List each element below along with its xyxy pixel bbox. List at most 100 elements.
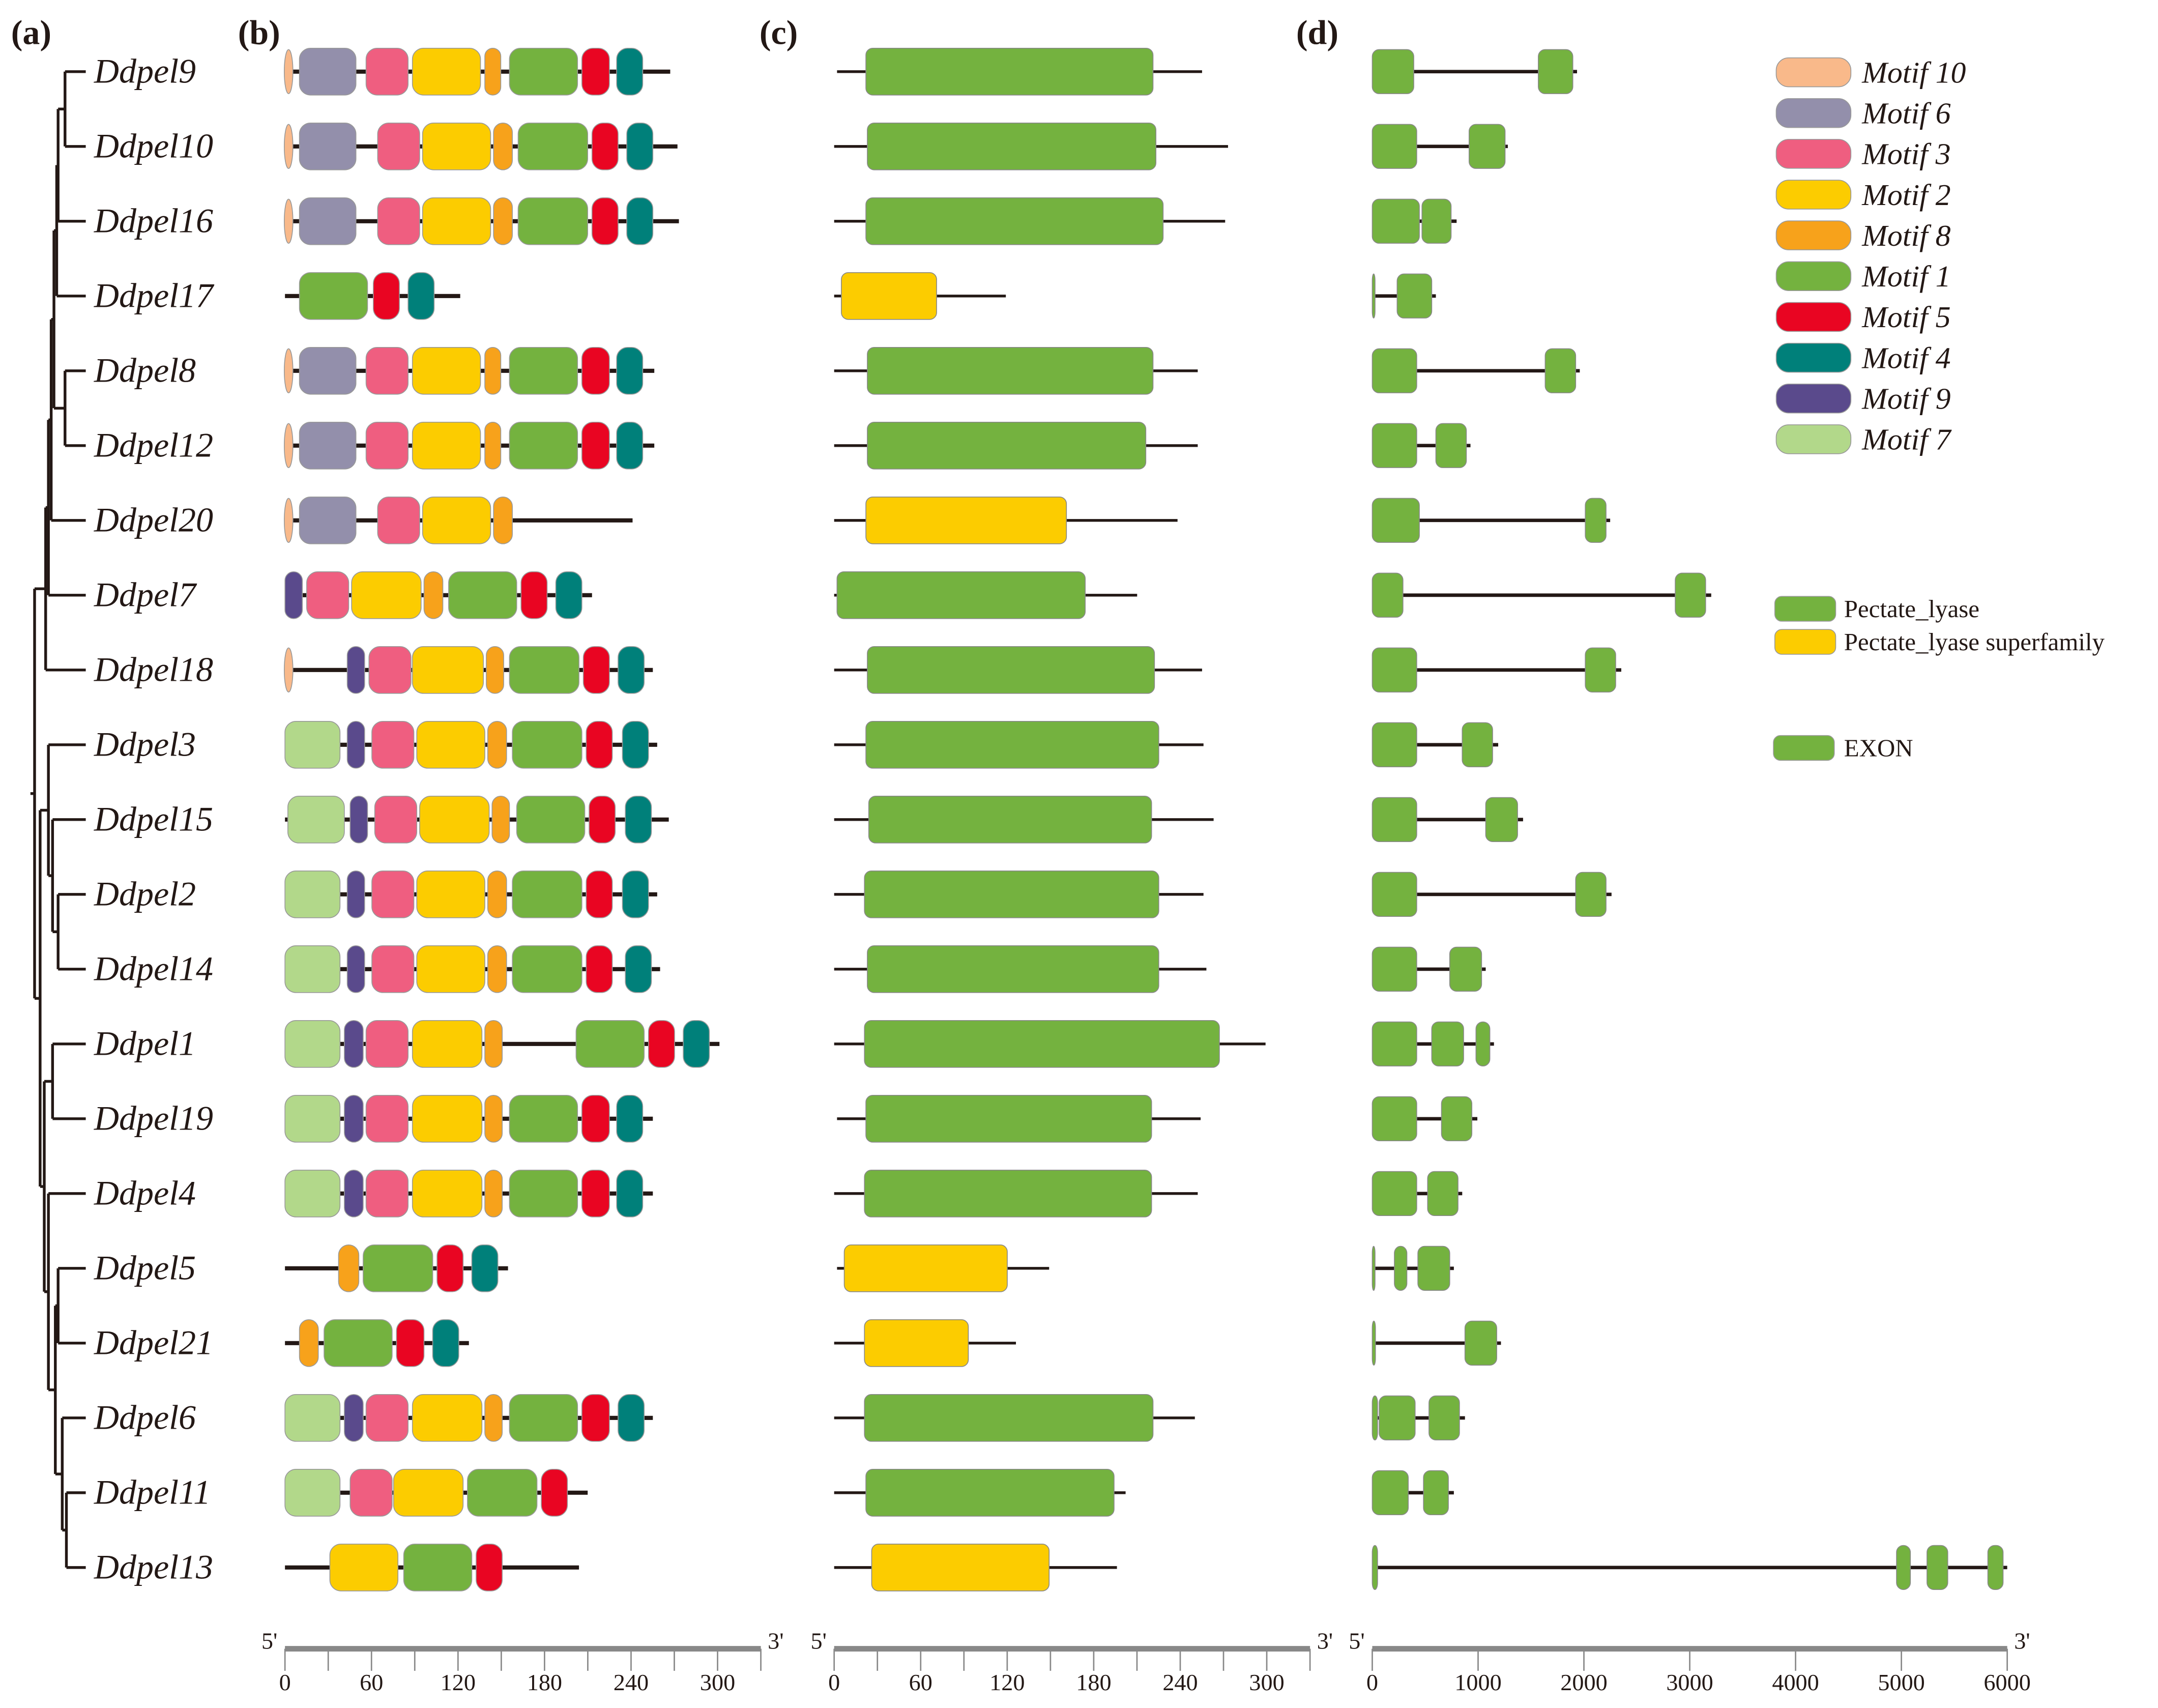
motif-row (285, 795, 669, 844)
motif-4 (625, 945, 652, 993)
tick-label: 0 (828, 1669, 840, 1695)
exon (1379, 1395, 1416, 1440)
exon (1372, 49, 1414, 94)
motif-1 (575, 1020, 645, 1068)
motif-2 (412, 1170, 483, 1218)
motif-4 (622, 720, 649, 769)
tick-label: 240 (614, 1669, 649, 1695)
legend-item-motif-1: Motif 1 (1775, 259, 1951, 293)
motif-1 (299, 272, 368, 320)
motif-row (284, 945, 660, 993)
domain-box (865, 1094, 1152, 1143)
legend-label: Pectate_lyase (1844, 595, 1979, 623)
gene-label: Ddpel15 (94, 800, 213, 838)
legend-label: Motif 1 (1861, 259, 1950, 293)
motif-row (283, 197, 679, 245)
motif-5 (586, 870, 613, 918)
motif-3 (365, 47, 409, 96)
exon (1538, 49, 1573, 94)
tick-label: 60 (909, 1669, 932, 1695)
motif-2 (412, 47, 481, 96)
motif-3 (377, 496, 420, 544)
motif-9 (346, 646, 365, 694)
motif-4 (626, 122, 654, 170)
motif-row (283, 496, 633, 544)
exon (1372, 647, 1417, 692)
gene-label: Ddpel7 (94, 576, 197, 614)
exon (1585, 647, 1616, 692)
exon (1372, 124, 1417, 169)
motif-row (283, 346, 655, 395)
motif-row (285, 1244, 508, 1292)
motif-4 (626, 197, 654, 245)
motif-9 (344, 1170, 364, 1218)
gene-labels: Ddpel9 Ddpel10 Ddpel16 Ddpel17 Ddpel8 Ddpel12… (94, 52, 215, 1586)
legend-swatch (1775, 220, 1852, 250)
motif-9 (346, 945, 365, 993)
gene-label: Ddpel6 (94, 1399, 196, 1437)
tick-label: 180 (1076, 1669, 1111, 1695)
motif-6 (299, 197, 357, 245)
three-prime-label: 3' (768, 1628, 783, 1654)
exon (1372, 1470, 1409, 1515)
domain-row (834, 1394, 1195, 1442)
motif-2 (412, 646, 484, 694)
motif-4 (432, 1319, 459, 1367)
motif-9 (284, 571, 303, 619)
exon (1372, 572, 1404, 618)
motif-row (284, 1469, 588, 1517)
domain-box (867, 346, 1154, 395)
gene-label: Ddpel2 (94, 875, 196, 913)
motif-2 (422, 122, 491, 170)
tick-label: 240 (1162, 1669, 1198, 1695)
domain-box (864, 870, 1159, 918)
motif-2 (416, 870, 485, 918)
legend-label: Motif 2 (1861, 178, 1950, 212)
exon (1475, 1021, 1491, 1066)
motif-10 (283, 124, 294, 169)
tick-label: 180 (527, 1669, 562, 1695)
motif-5 (581, 1394, 610, 1442)
scale-axes: 0 60 120 180 240 300 5' 3' 0 60 120 180 240 300 5' 3' 0 1… (261, 1628, 2031, 1695)
motif-8 (493, 496, 513, 544)
legend-label: Motif 10 (1861, 56, 1966, 90)
gene-structure-row (1372, 797, 1523, 842)
motif-4 (616, 1094, 644, 1143)
motif-6 (299, 122, 357, 170)
tick-label: 300 (1249, 1669, 1284, 1695)
motif-4 (622, 870, 649, 918)
domain-row (837, 47, 1202, 96)
legend-swatch (1774, 629, 1836, 655)
tick-label: 6000 (1984, 1669, 2030, 1695)
motif-4 (555, 571, 582, 619)
domain-row (834, 496, 1178, 544)
motif-row (283, 646, 653, 694)
motif-5 (396, 1319, 425, 1367)
motif-row (284, 571, 592, 619)
legend-item-domain: Pectate_lyase superfamily (1774, 628, 2105, 656)
gene-structure-row (1372, 49, 1577, 94)
motif-3 (377, 122, 420, 170)
gene-structure-row (1372, 1545, 2007, 1590)
motif-8 (338, 1244, 360, 1292)
legend-swatch (1774, 596, 1836, 622)
exon (1372, 348, 1417, 393)
domain-row (834, 945, 1207, 993)
three-prime-label: 3' (2014, 1628, 2030, 1654)
motif-3 (374, 795, 418, 844)
motif-9 (344, 1094, 364, 1143)
tick-label: 5000 (1878, 1669, 1924, 1695)
motif-row (284, 720, 657, 769)
motif-4 (618, 1394, 645, 1442)
domain-panel (834, 47, 1266, 1591)
domain-row (834, 870, 1204, 918)
motif-7 (284, 870, 341, 918)
motif-5 (581, 1170, 610, 1218)
domain-box (864, 1319, 969, 1367)
motif-8 (486, 646, 504, 694)
motif-8 (484, 1094, 503, 1143)
domain-row (834, 571, 1138, 619)
panel-label-d: (d) (1296, 14, 1338, 52)
exon (1372, 1096, 1417, 1141)
motif-4 (618, 646, 645, 694)
